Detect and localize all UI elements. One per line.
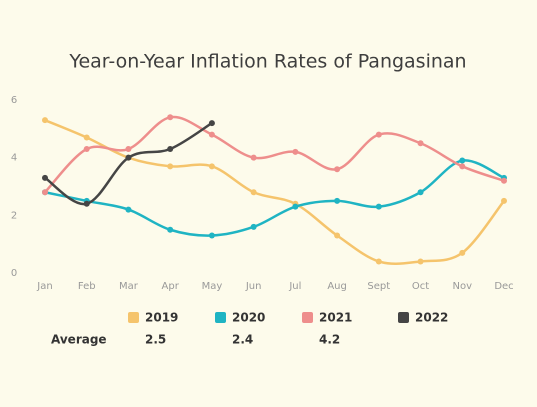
legend-label: 2020 <box>232 311 265 325</box>
legend-label: 2019 <box>145 311 178 325</box>
x-tick-label: Nov <box>453 281 473 292</box>
average-label: Average <box>51 333 107 347</box>
x-tick-label: Dec <box>494 281 513 292</box>
legend-swatch <box>215 312 226 323</box>
legend-swatch <box>398 312 409 323</box>
point <box>250 189 257 196</box>
point <box>167 146 174 153</box>
point <box>42 189 48 196</box>
point <box>42 174 48 181</box>
point <box>459 163 466 170</box>
x-tick-label: May <box>202 281 223 292</box>
line <box>44 159 505 237</box>
y-tick-label: 4 <box>11 153 17 164</box>
point <box>83 146 90 153</box>
point <box>167 114 174 121</box>
legend-label: 2021 <box>319 311 352 325</box>
point <box>292 203 299 210</box>
point <box>208 163 215 170</box>
point <box>417 258 424 265</box>
point <box>292 148 299 155</box>
x-tick-label: Jan <box>36 281 52 292</box>
x-tick-label: Mar <box>119 281 139 292</box>
point <box>417 140 424 147</box>
point <box>334 166 341 173</box>
point <box>125 154 132 161</box>
y-tick-label: 2 <box>11 210 17 221</box>
point <box>501 197 507 204</box>
point <box>83 200 90 207</box>
legend-swatch <box>128 312 139 323</box>
legend-swatch <box>302 312 313 323</box>
chart-title: Year-on-Year Inflation Rates of Pangasin… <box>68 51 466 73</box>
point <box>459 157 466 164</box>
point <box>125 206 132 213</box>
y-tick-label: 0 <box>11 268 17 279</box>
point <box>375 131 382 138</box>
average-value: 2.4 <box>232 333 253 347</box>
point <box>417 189 424 196</box>
legend-label: 2022 <box>415 311 448 325</box>
point <box>42 117 48 124</box>
point <box>208 232 215 239</box>
point <box>250 154 257 161</box>
point <box>250 223 257 230</box>
x-tick-label: Oct <box>412 281 429 292</box>
point <box>167 226 174 233</box>
point <box>208 131 215 138</box>
point <box>208 120 215 127</box>
point <box>375 258 382 265</box>
x-tick-label: Feb <box>78 281 96 292</box>
average-value: 4.2 <box>319 333 340 347</box>
point <box>334 232 341 239</box>
point <box>459 249 466 256</box>
point <box>83 134 90 141</box>
point <box>375 203 382 210</box>
point <box>125 146 132 153</box>
point <box>501 177 507 184</box>
x-tick-label: Jul <box>288 281 301 292</box>
point <box>334 197 341 204</box>
x-tick-label: Sept <box>367 281 390 292</box>
x-tick-label: Aug <box>327 281 347 292</box>
x-tick-label: Apr <box>162 281 180 292</box>
line <box>44 115 505 194</box>
average-value: 2.5 <box>145 333 166 347</box>
x-tick-label: Jun <box>245 281 262 292</box>
point <box>167 163 174 170</box>
y-tick-label: 6 <box>11 95 17 106</box>
